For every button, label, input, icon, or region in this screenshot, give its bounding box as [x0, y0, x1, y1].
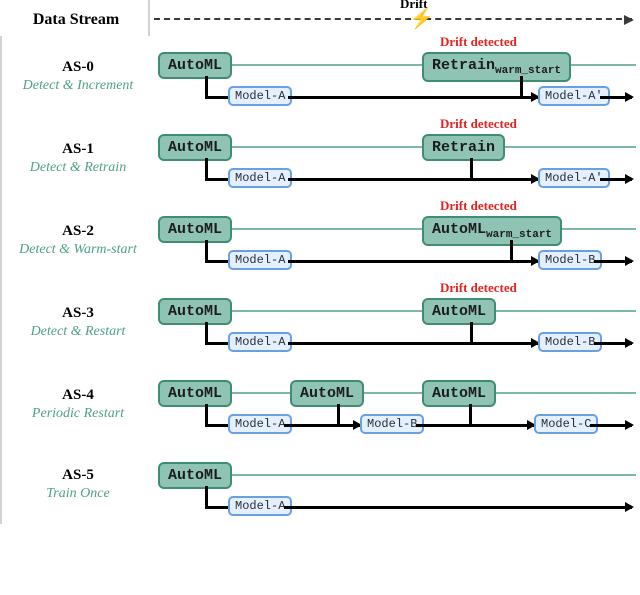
connector	[520, 96, 538, 99]
connector	[470, 178, 538, 181]
strategy-id: AS-3	[12, 305, 144, 322]
connector	[205, 76, 208, 98]
strategy-desc: Detect & Retrain	[12, 160, 144, 176]
proc-automl: AutoML	[158, 380, 232, 407]
strategy-desc: Periodic Restart	[12, 406, 144, 422]
connector	[520, 76, 523, 98]
drift-detected-label: Drift detected	[440, 116, 517, 132]
model-arrow	[288, 96, 538, 99]
connector	[469, 424, 534, 427]
connector	[205, 342, 228, 345]
connector	[470, 158, 473, 180]
model-a: Model-A	[228, 496, 292, 516]
strategy-id: AS-2	[12, 223, 144, 240]
drift-detected-label: Drift detected	[440, 34, 517, 50]
model-a: Model-A	[228, 332, 292, 352]
strategy-desc: Train Once	[12, 486, 144, 502]
strategy-desc: Detect & Warm-start	[12, 242, 144, 258]
lane-as0: Drift detected AutoML Retrainwarm_start …	[150, 36, 640, 118]
model-arrow	[600, 178, 632, 181]
proc-automl: AutoML	[158, 298, 232, 325]
connector	[205, 178, 228, 181]
model-a: Model-A	[228, 168, 292, 188]
connector	[205, 404, 208, 426]
lane-as3: Drift detected AutoML AutoML Model-A Mod…	[150, 282, 640, 364]
model-arrow	[590, 424, 632, 427]
proc-line	[228, 474, 636, 476]
connector	[337, 404, 340, 426]
proc-automl: AutoML	[290, 380, 364, 407]
proc-automl: AutoML	[158, 52, 232, 79]
connector	[205, 240, 208, 262]
model-b: Model-B	[538, 250, 602, 270]
connector	[470, 342, 538, 345]
model-a-prime: Model-A'	[538, 168, 610, 188]
proc-automl: AutoML	[158, 216, 232, 243]
connector	[205, 96, 228, 99]
proc-automl: AutoML	[158, 462, 232, 489]
drift-detected-label: Drift detected	[440, 280, 517, 296]
drift-bolt-icon: ⚡	[409, 6, 434, 31]
strategy-id: AS-0	[12, 59, 144, 76]
header-lane: Drift ⚡	[150, 0, 640, 36]
connector	[205, 322, 208, 344]
strategy-id: AS-5	[12, 467, 144, 484]
model-a: Model-A	[228, 250, 292, 270]
model-b: Model-B	[538, 332, 602, 352]
model-c: Model-C	[534, 414, 598, 434]
model-arrow	[600, 96, 632, 99]
connector	[205, 260, 228, 263]
model-a: Model-A	[228, 414, 292, 434]
proc-retrain-warm: Retrainwarm_start	[422, 52, 571, 82]
strategy-id: AS-4	[12, 387, 144, 404]
connector	[337, 424, 360, 427]
lane-as5: AutoML Model-A	[150, 446, 640, 524]
drift-detected-label: Drift detected	[440, 198, 517, 214]
strategy-id: AS-1	[12, 141, 144, 158]
connector	[470, 322, 473, 344]
connector	[205, 486, 208, 508]
strategy-desc: Detect & Increment	[12, 78, 144, 94]
proc-automl: AutoML	[158, 134, 232, 161]
connector	[510, 260, 538, 263]
model-a-prime: Model-A'	[538, 86, 610, 106]
timeline-arrow	[154, 18, 632, 20]
header-title: Data Stream	[10, 11, 142, 29]
model-a: Model-A	[228, 86, 292, 106]
connector	[510, 240, 513, 262]
proc-retrain: Retrain	[422, 134, 505, 161]
lane-as1: Drift detected AutoML Retrain Model-A Mo…	[150, 118, 640, 200]
connector	[469, 404, 472, 426]
connector	[205, 506, 228, 509]
connector	[205, 158, 208, 180]
model-arrow	[284, 506, 632, 509]
proc-automl: AutoML	[422, 380, 496, 407]
model-b: Model-B	[360, 414, 424, 434]
proc-automl: AutoML	[422, 298, 496, 325]
lane-as2: Drift detected AutoML AutoMLwarm_start M…	[150, 200, 640, 282]
model-arrow	[288, 260, 538, 263]
model-arrow	[594, 342, 632, 345]
model-arrow	[594, 260, 632, 263]
proc-automl-warm: AutoMLwarm_start	[422, 216, 562, 246]
connector	[205, 424, 228, 427]
strategy-desc: Detect & Restart	[12, 324, 144, 340]
lane-as4: AutoML AutoML AutoML Model-A Model-B Mod…	[150, 364, 640, 446]
